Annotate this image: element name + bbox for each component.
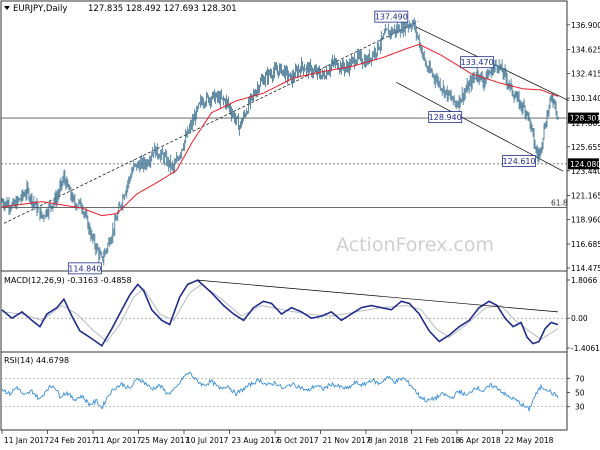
triangle-down-icon[interactable] [4,6,10,10]
macd-title: MACD(12,26,9) -0.3163 -0.4858 [4,276,132,285]
symbol-label: EURJPY,Daily [13,4,67,14]
x-tick-label: 21 Feb 2018 [414,436,461,445]
plot-area-border [0,0,568,431]
x-tick-label: 6 Apr 2018 [459,436,501,445]
annotation-box-0 [374,10,409,23]
rsi-line [1,371,559,412]
annotation-box-3 [502,155,536,167]
annotation-box-2 [428,111,463,123]
x-tick-label: 6 Oct 2017 [277,436,319,445]
fib-level-label: 61.8 [551,199,568,208]
x-tick-label: 24 Feb 2017 [50,436,97,445]
macd-tick-label: 0.00 [571,314,588,323]
macd-signal-line [1,283,559,343]
annotation-label-3: 124.610 [503,157,536,166]
x-tick-label: 21 Nov 2017 [323,436,371,445]
price-marker-support [568,158,599,170]
x-tick-label: 11 Jan 2017 [4,436,49,445]
price-marker-current-price [568,112,599,124]
rsi-tick-label: 70 [575,374,585,383]
annotation-label-0: 137.490 [375,13,408,22]
rsi-tick-label: 50 [575,389,585,398]
price-tick-label: 114.475 [571,264,600,273]
ohlc-values: 127.835 128.492 127.693 128.301 [88,4,237,14]
rsi-tick-label: 30 [575,403,585,412]
price-tick-label: 127.865 [571,119,600,128]
x-tick-label: 10 Jul 2017 [186,436,229,445]
ema-line [1,43,559,217]
x-tick-label: 11 Apr 2017 [95,436,142,445]
price-tick-label: 132.415 [571,69,600,78]
price-tick-label: 136.900 [571,21,600,30]
price-tick-label: 134.625 [571,46,600,55]
macd-trend-line [197,279,559,313]
x-tick-label: 25 May 2017 [141,436,190,445]
price-marker-label-current-price: 128.301 [570,114,600,123]
macd-tick-label: -1.4061 [571,344,600,353]
price-tick-label: 123.440 [571,167,600,176]
macd-line [1,279,559,348]
price-tick-label: 121.165 [571,191,600,200]
watermark: ActionForex.com [336,234,494,256]
annotation-label-2: 128.940 [429,113,462,122]
price-tick-label: 116.685 [571,240,600,249]
price-marker-label-support: 124.080 [570,160,600,169]
channel-line-0 [3,21,419,224]
x-tick-label: 23 Aug 2017 [232,436,280,445]
x-tick-label: 22 May 2018 [505,436,554,445]
price-bars [1,17,559,266]
rsi-title: RSI(14) 44.6798 [4,356,69,365]
price-tick-label: 125.655 [571,143,600,152]
annotation-label-1: 133.470 [461,58,494,67]
annotation-label-4: 114.840 [68,264,101,273]
price-tick-label: 130.140 [571,94,600,103]
price-tick-label: 118.960 [571,215,600,224]
annotation-box-4 [67,262,102,275]
x-tick-label: 8 Jan 2018 [368,436,408,445]
macd-tick-label: 1.8066 [571,276,597,285]
annotation-box-1 [460,56,495,69]
